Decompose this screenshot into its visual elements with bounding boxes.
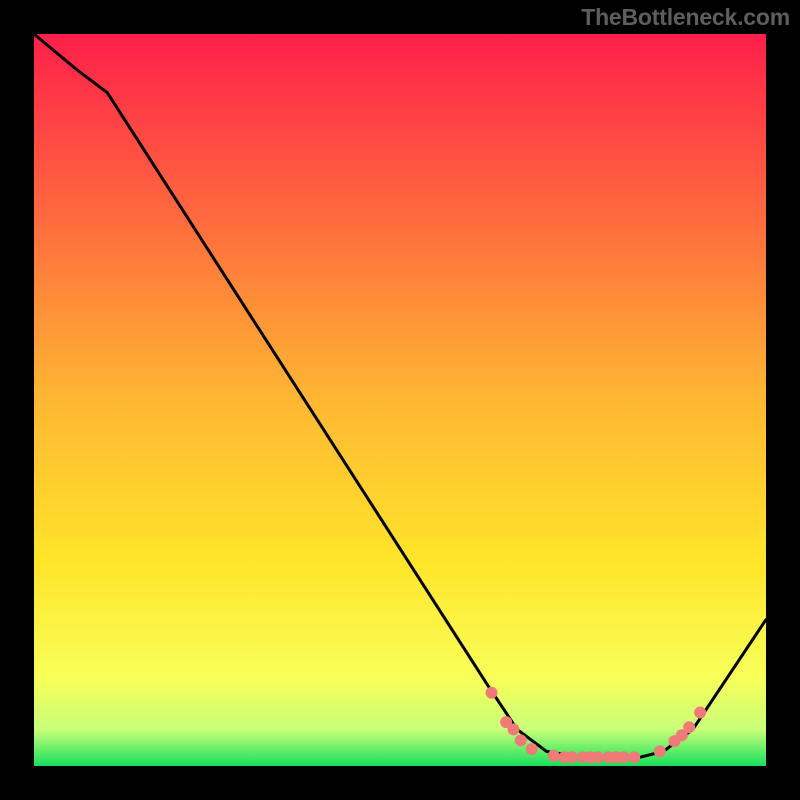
marker-dot bbox=[628, 751, 640, 763]
marker-dot bbox=[694, 707, 706, 719]
marker-dot bbox=[526, 743, 538, 755]
marker-dot bbox=[683, 721, 695, 733]
markers-group bbox=[486, 687, 707, 763]
chart-overlay bbox=[0, 0, 800, 800]
marker-dot bbox=[566, 751, 578, 763]
marker-dot bbox=[548, 750, 560, 762]
curve-line bbox=[34, 34, 766, 759]
marker-dot bbox=[486, 687, 498, 699]
marker-dot bbox=[654, 745, 666, 757]
marker-dot bbox=[507, 723, 519, 735]
marker-dot bbox=[617, 751, 629, 763]
marker-dot bbox=[515, 734, 527, 746]
marker-dot bbox=[592, 751, 604, 763]
